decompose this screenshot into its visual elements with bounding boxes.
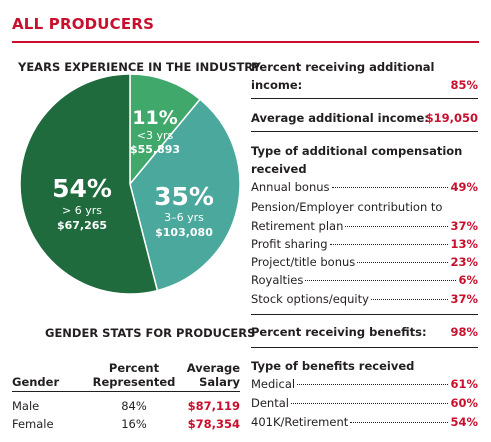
pie-slice-gt6yrs <box>19 73 159 295</box>
slice-1-percent: 35% <box>154 182 214 211</box>
pie-chart: 11% <3 yrs $55,893 35% 3–6 yrs $103,080 … <box>19 73 241 295</box>
comp-item-pension-line1: Pension/Employer contribution to <box>251 200 443 214</box>
additional-income-value: 85% <box>450 78 478 92</box>
slice-0-range: <3 yrs <box>137 129 174 142</box>
col-header-average: Average <box>186 361 240 375</box>
benefit-item-dental: Dental 60% <box>251 396 478 410</box>
slice-1-salary: $103,080 <box>155 226 213 239</box>
slice-2-percent: 54% <box>52 174 112 203</box>
row-male-percent: 84% <box>121 399 147 413</box>
col-header-percent: Percent <box>108 361 160 375</box>
comp-item-retirement-plan: Retirement plan 37% <box>251 219 478 233</box>
slice-2-range: > 6 yrs <box>62 204 102 217</box>
pie-slice-3to6yrs <box>129 98 241 292</box>
comp-item-royalties: Royalties 6% <box>251 273 478 287</box>
comp-type-label-2: received <box>251 162 307 176</box>
page-title: ALL PRODUCERS <box>12 15 155 33</box>
row-female-gender: Female <box>12 417 54 431</box>
row-male-gender: Male <box>12 399 40 413</box>
title-divider <box>12 41 479 43</box>
comp-item-annual-bonus: Annual bonus 49% <box>251 180 478 194</box>
comp-item-stock-options: Stock options/equity 37% <box>251 292 478 306</box>
divider <box>251 131 478 132</box>
comp-item-profit-sharing: Profit sharing 13% <box>251 237 478 251</box>
divider <box>251 98 478 99</box>
benefit-item-medical: Medical 61% <box>251 377 478 391</box>
slice-1-range: 3–6 yrs <box>164 211 204 224</box>
chart-title: YEARS EXPERIENCE IN THE INDUSTRY <box>18 60 261 74</box>
slice-2-salary: $67,265 <box>57 219 107 232</box>
additional-income-label-1: Percent receiving additional <box>251 60 435 74</box>
row-female-salary: $78,354 <box>187 417 240 431</box>
benefits-label: Percent receiving benefits: <box>251 325 427 339</box>
row-male-salary: $87,119 <box>187 399 240 413</box>
avg-additional-value: $19,050 <box>425 111 478 125</box>
col-header-salary: Salary <box>199 375 240 389</box>
divider <box>251 314 478 315</box>
slice-0-percent: 11% <box>132 107 177 129</box>
avg-additional-label: Average additional income: <box>251 111 429 125</box>
additional-income-label-2: income: <box>251 78 303 92</box>
pie-slice-lt3yrs <box>129 73 202 187</box>
col-header-gender: Gender <box>12 375 60 389</box>
col-header-represented: Represented <box>92 375 176 389</box>
comp-type-label-1: Type of additional compensation <box>251 144 463 158</box>
benefit-types-label: Type of benefits received <box>251 359 415 373</box>
benefits-value: 98% <box>450 325 478 339</box>
benefit-item-401k: 401K/Retirement 54% <box>251 415 478 429</box>
divider <box>251 347 478 348</box>
gender-stats-title: GENDER STATS FOR PRODUCERS <box>45 326 256 340</box>
comp-item-project-bonus: Project/title bonus 23% <box>251 255 478 269</box>
row-female-percent: 16% <box>121 417 147 431</box>
slice-0-salary: $55,893 <box>130 143 180 156</box>
table-header-rule <box>12 391 240 392</box>
